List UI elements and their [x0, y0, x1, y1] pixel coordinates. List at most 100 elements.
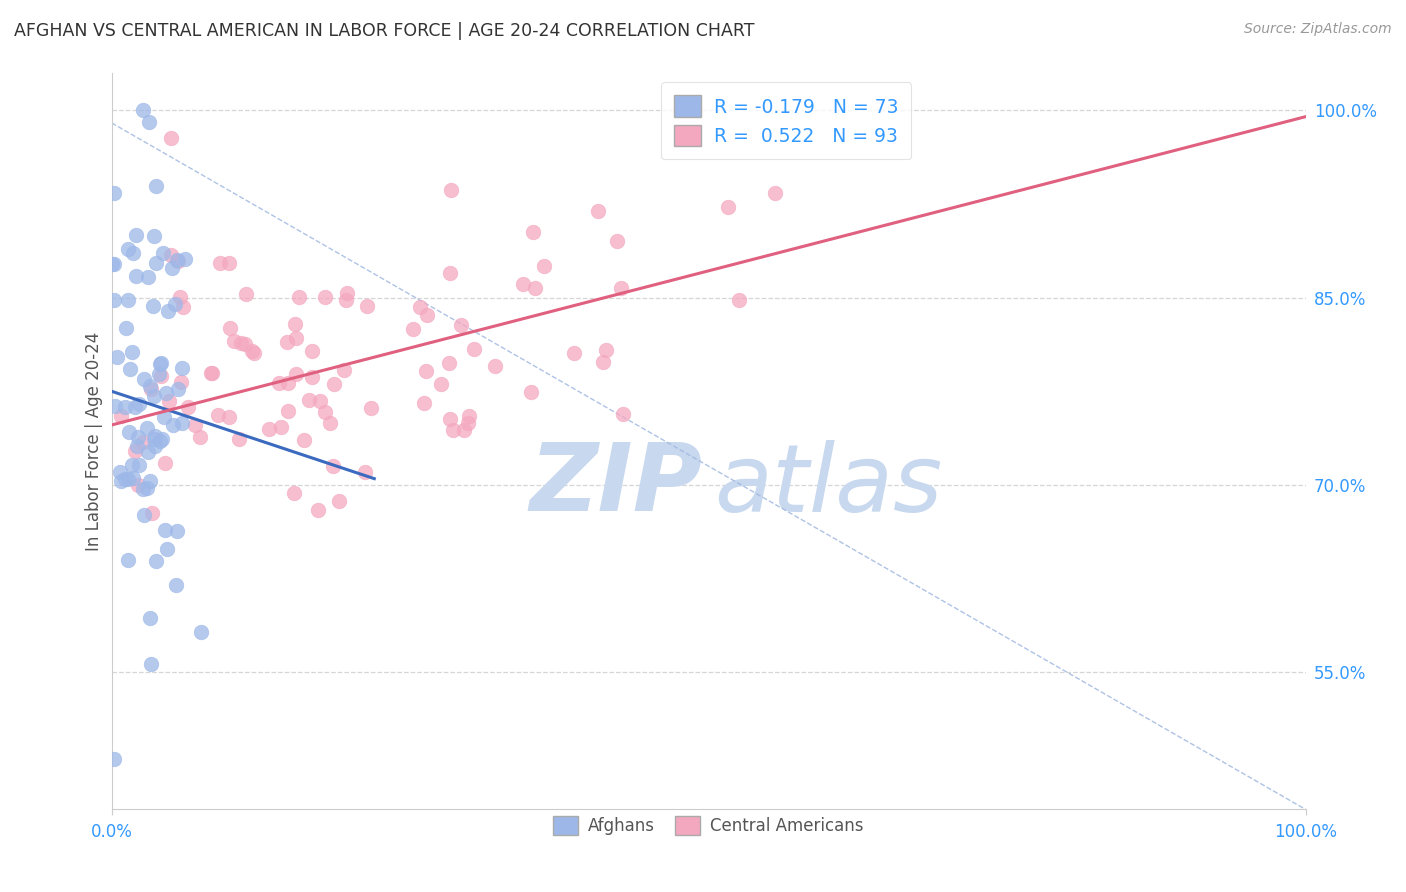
Point	[142, 432, 165, 446]
Point	[103, 186, 125, 200]
Point	[586, 203, 609, 218]
Point	[103, 293, 125, 308]
Point	[267, 376, 290, 391]
Point	[233, 337, 256, 351]
Point	[218, 256, 240, 270]
Point	[228, 432, 250, 446]
Point	[533, 260, 555, 274]
Point	[457, 409, 479, 423]
Point	[610, 281, 633, 295]
Point	[322, 458, 344, 473]
Point	[170, 361, 193, 376]
Point	[122, 471, 145, 485]
Point	[114, 321, 136, 335]
Point	[121, 345, 143, 359]
Point	[139, 379, 162, 393]
Point	[149, 368, 172, 383]
Point	[457, 416, 479, 430]
Point	[201, 367, 224, 381]
Point	[153, 456, 176, 470]
Text: ZIP: ZIP	[530, 440, 703, 532]
Point	[292, 433, 315, 447]
Point	[150, 432, 173, 446]
Point	[141, 506, 163, 520]
Point	[208, 256, 231, 270]
Point	[439, 266, 461, 280]
Point	[402, 321, 425, 335]
Point	[145, 256, 167, 270]
Point	[283, 486, 305, 500]
Point	[165, 297, 187, 311]
Point	[138, 445, 160, 459]
Point	[218, 409, 240, 424]
Point	[165, 577, 187, 591]
Point	[148, 367, 170, 381]
Point	[314, 404, 336, 418]
Point	[160, 261, 183, 276]
Point	[453, 423, 475, 437]
Point	[162, 418, 184, 433]
Point	[200, 366, 222, 380]
Point	[328, 494, 350, 508]
Point	[152, 246, 174, 260]
Point	[124, 400, 146, 414]
Y-axis label: In Labor Force | Age 20-24: In Labor Force | Age 20-24	[86, 332, 103, 551]
Point	[149, 357, 172, 371]
Point	[172, 416, 194, 430]
Point	[152, 409, 174, 424]
Point	[145, 178, 167, 193]
Point	[160, 248, 183, 262]
Text: atlas: atlas	[714, 440, 943, 531]
Point	[319, 416, 342, 430]
Point	[143, 429, 166, 443]
Point	[142, 298, 165, 312]
Point	[409, 301, 432, 315]
Point	[132, 435, 155, 450]
Point	[484, 359, 506, 373]
Point	[122, 246, 145, 260]
Point	[156, 542, 179, 557]
Point	[166, 252, 188, 267]
Point	[128, 397, 150, 411]
Point	[153, 523, 176, 537]
Point	[354, 465, 377, 479]
Point	[135, 481, 157, 495]
Point	[333, 363, 356, 377]
Point	[276, 334, 298, 349]
Point	[188, 430, 211, 444]
Point	[257, 422, 280, 436]
Point	[301, 344, 323, 359]
Legend: Afghans, Central Americans: Afghans, Central Americans	[547, 809, 870, 842]
Point	[172, 300, 194, 314]
Point	[103, 257, 125, 271]
Point	[242, 343, 264, 358]
Point	[288, 290, 311, 304]
Point	[437, 355, 460, 369]
Point	[190, 625, 212, 640]
Point	[360, 401, 382, 415]
Point	[136, 269, 159, 284]
Point	[125, 228, 148, 243]
Point	[592, 355, 614, 369]
Point	[167, 382, 190, 396]
Point	[606, 234, 628, 248]
Text: Source: ZipAtlas.com: Source: ZipAtlas.com	[1244, 22, 1392, 37]
Point	[139, 382, 162, 396]
Point	[149, 356, 172, 370]
Point	[284, 331, 307, 345]
Point	[170, 375, 193, 389]
Point	[127, 430, 149, 444]
Point	[183, 418, 205, 433]
Point	[512, 277, 534, 291]
Point	[155, 385, 177, 400]
Point	[284, 367, 307, 381]
Point	[439, 411, 461, 425]
Point	[440, 183, 463, 197]
Point	[114, 472, 136, 486]
Point	[125, 439, 148, 453]
Point	[284, 317, 307, 331]
Point	[243, 345, 266, 359]
Point	[124, 268, 146, 283]
Point	[149, 434, 172, 448]
Point	[100, 257, 122, 271]
